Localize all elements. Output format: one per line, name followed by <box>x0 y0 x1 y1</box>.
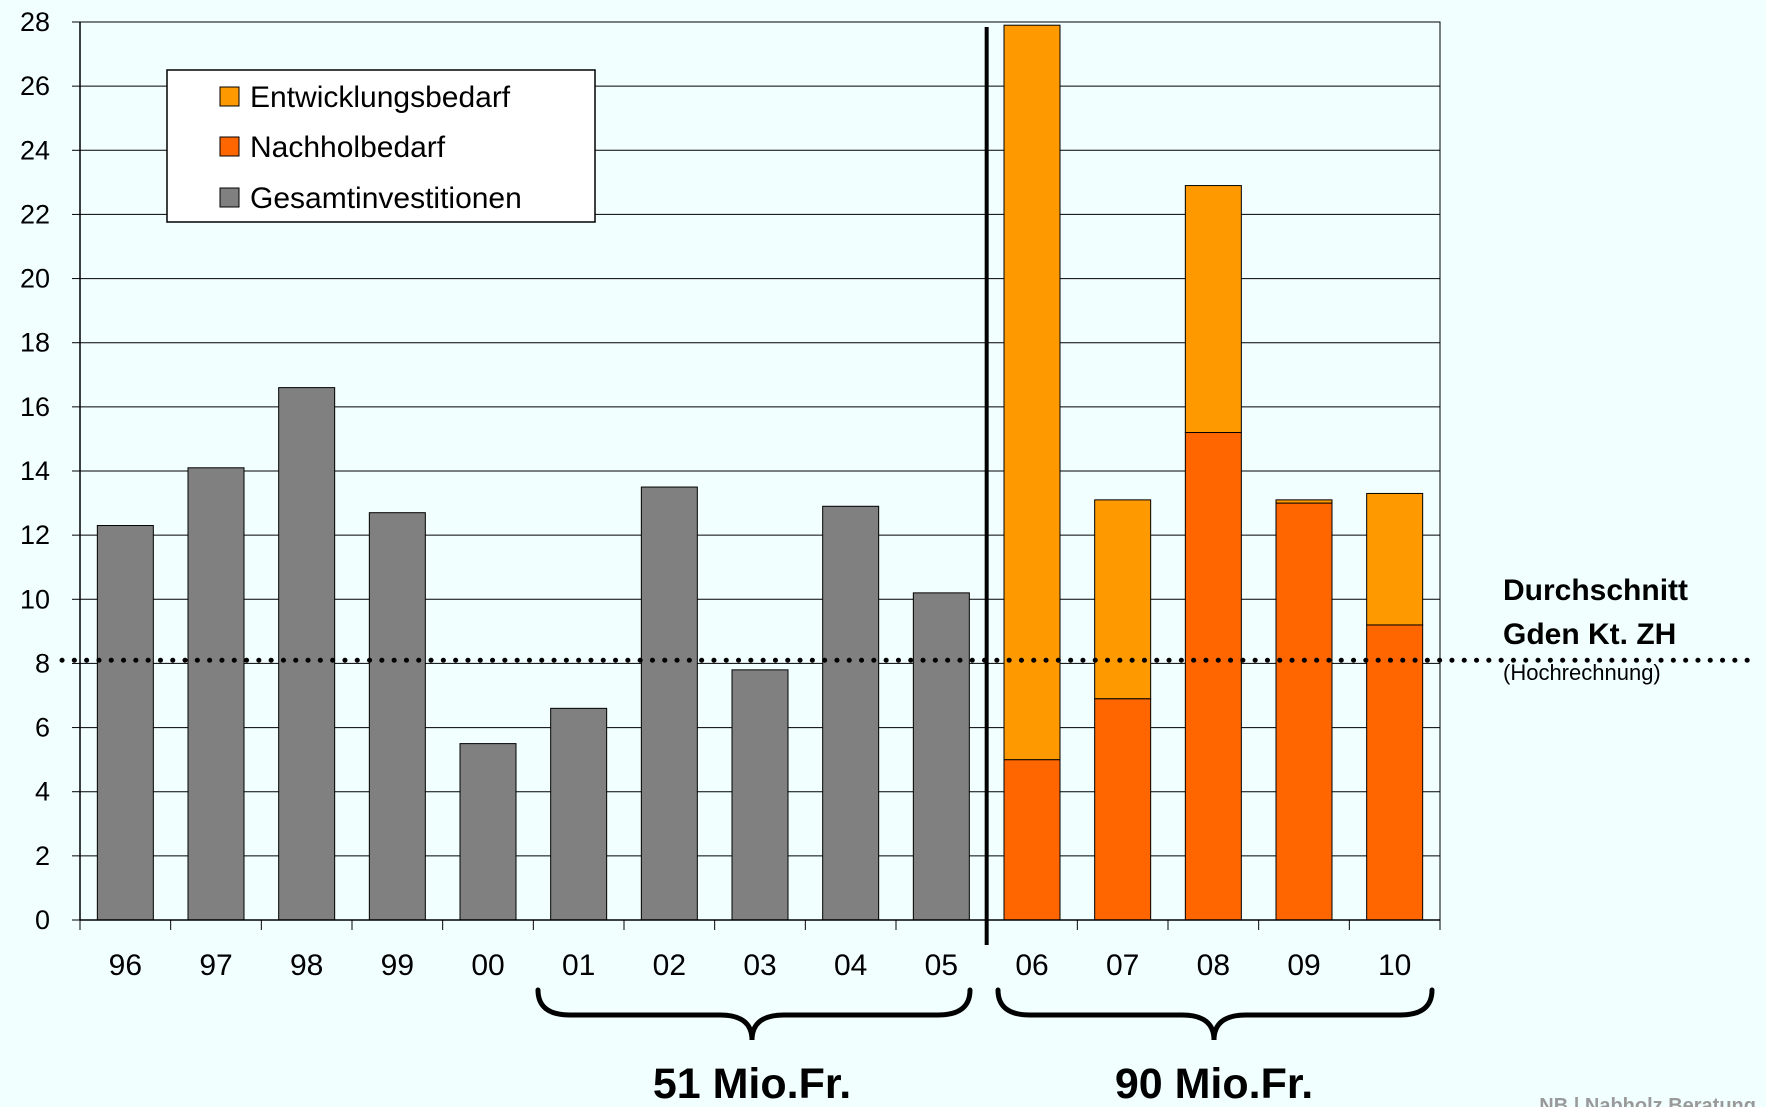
ytick-label: 12 <box>20 520 50 550</box>
bar-nachholbedarf-10 <box>1366 624 1424 921</box>
ytick-label: 20 <box>20 264 50 294</box>
brace-group-2 <box>995 987 1435 1041</box>
reference-label-line2: Gden Kt. ZH <box>1503 618 1676 651</box>
xtick-label: 02 <box>653 949 686 982</box>
xtick-label: 97 <box>199 949 232 982</box>
bar-gesamtinvestitionen-03 <box>731 669 789 921</box>
bar-entwicklungsbedarf-08 <box>1184 185 1242 434</box>
ytick-label: 2 <box>35 841 50 871</box>
bar-nachholbedarf-06 <box>1003 759 1061 921</box>
ytick-label: 0 <box>35 905 50 935</box>
ytick-label: 6 <box>35 713 50 743</box>
bar-gesamtinvestitionen-97 <box>187 467 245 921</box>
ytick-label: 18 <box>20 328 50 358</box>
bar-gesamtinvestitionen-00 <box>459 743 517 921</box>
bar-gesamtinvestitionen-96 <box>96 525 154 921</box>
bars <box>96 24 1424 921</box>
bar-gesamtinvestitionen-05 <box>912 592 970 921</box>
xtick-label: 00 <box>471 949 504 982</box>
xtick-label: 08 <box>1197 949 1230 982</box>
group-braces <box>535 987 1435 1041</box>
xtick-label: 99 <box>381 949 414 982</box>
bar-entwicklungsbedarf-09 <box>1275 499 1333 504</box>
ytick-label: 26 <box>20 71 50 101</box>
xtick-label: 06 <box>1015 949 1048 982</box>
ytick-label: 10 <box>20 584 50 614</box>
group-total-1: 51 Mio.Fr. <box>653 1060 851 1107</box>
legend: Entwicklungsbedarf Nachholbedarf Gesamti… <box>166 69 596 223</box>
xtick-label: 10 <box>1378 949 1411 982</box>
xtick-label: 98 <box>290 949 323 982</box>
xtick-label: 01 <box>562 949 595 982</box>
reference-label-line1: Durchschnitt <box>1503 574 1688 607</box>
legend-swatch-entwicklungsbedarf <box>219 86 240 107</box>
xtick-label: 96 <box>109 949 142 982</box>
legend-label-entwicklungsbedarf: Entwicklungsbedarf <box>250 81 511 114</box>
bar-gesamtinvestitionen-02 <box>640 486 698 921</box>
footer-brand: NB | Nabholz Beratung <box>1539 1095 1756 1107</box>
bar-entwicklungsbedarf-10 <box>1366 492 1424 626</box>
bar-nachholbedarf-08 <box>1184 432 1242 921</box>
bar-gesamtinvestitionen-98 <box>278 387 336 921</box>
group-total-2: 90 Mio.Fr. <box>1115 1060 1313 1107</box>
bar-gesamtinvestitionen-01 <box>550 707 608 921</box>
legend-label-gesamtinvestitionen: Gesamtinvestitionen <box>250 182 522 215</box>
xtick-label: 04 <box>834 949 867 982</box>
legend-swatch-gesamtinvestitionen <box>219 187 240 208</box>
ytick-label: 8 <box>35 648 50 678</box>
bar-nachholbedarf-09 <box>1275 502 1333 921</box>
legend-swatch-nachholbedarf <box>219 136 240 157</box>
bar-gesamtinvestitionen-04 <box>822 505 880 921</box>
legend-label-nachholbedarf: Nachholbedarf <box>250 131 446 164</box>
ytick-label: 16 <box>20 392 50 422</box>
ytick-label: 14 <box>20 456 50 486</box>
ytick-label: 28 <box>20 7 50 37</box>
bar-gesamtinvestitionen-99 <box>368 512 426 921</box>
ytick-label: 22 <box>20 199 50 229</box>
bar-nachholbedarf-07 <box>1094 698 1152 921</box>
xtick-label: 05 <box>925 949 958 982</box>
xtick-label: 03 <box>743 949 776 982</box>
bar-entwicklungsbedarf-06 <box>1003 24 1061 761</box>
xtick-label: 07 <box>1106 949 1139 982</box>
xtick-label: 09 <box>1287 949 1320 982</box>
bar-entwicklungsbedarf-07 <box>1094 499 1152 700</box>
ytick-label: 4 <box>35 777 50 807</box>
reference-label-sub: (Hochrechnung) <box>1503 660 1661 685</box>
brace-group-1 <box>535 987 973 1041</box>
ytick-label: 24 <box>20 135 50 165</box>
